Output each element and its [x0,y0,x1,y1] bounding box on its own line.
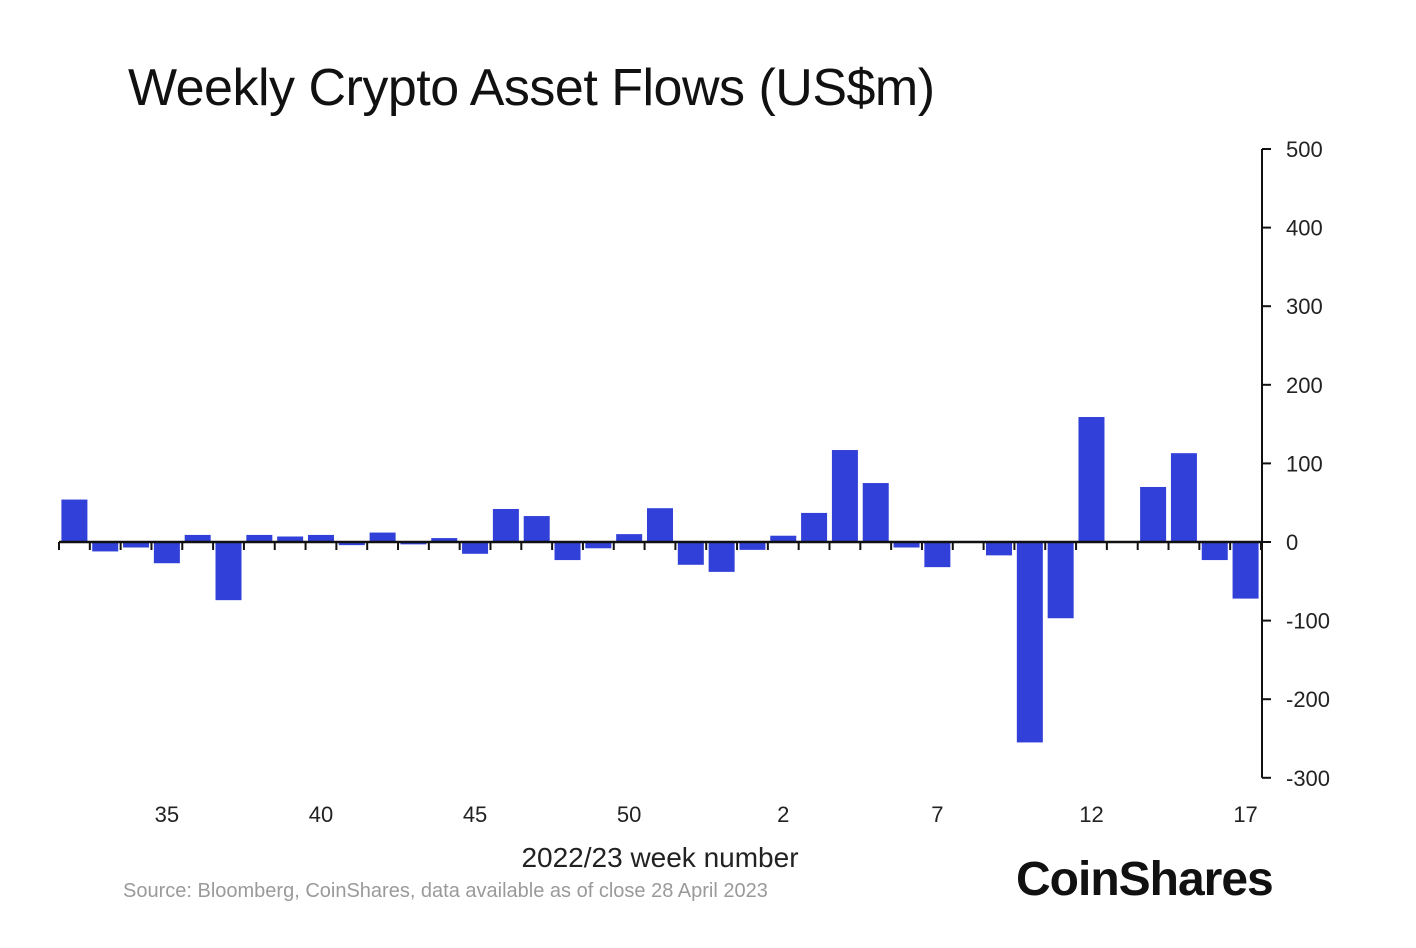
bar-47 [523,516,550,542]
bar-11 [1047,542,1074,619]
bar-51 [646,508,673,542]
bar-2 [770,535,797,542]
x-tick-label: 7 [931,802,943,827]
bar-15 [1170,453,1197,542]
x-tick-label: 45 [463,802,487,827]
bar-9 [986,542,1013,556]
bar-4 [831,450,858,542]
x-tick-label: 50 [617,802,641,827]
bar-39 [277,536,304,542]
y-tick-label: -300 [1286,766,1330,791]
x-tick-label: 40 [309,802,333,827]
y-tick-label: 100 [1286,451,1323,476]
bar-41 [338,542,365,546]
chart-title: Weekly Crypto Asset Flows (US$m) [128,59,935,117]
y-tick-label: 500 [1286,137,1323,162]
bar-48 [554,542,581,561]
bar-33 [92,542,119,552]
bar-34 [123,542,150,548]
bar-40 [307,534,334,542]
y-tick-label: -200 [1286,687,1330,712]
bar-45 [462,542,489,554]
y-tick-label: 400 [1286,216,1323,241]
y-tick-label: -100 [1286,609,1330,634]
bar-52 [677,542,704,565]
bar-42 [369,532,396,542]
x-axis-label: 2022/23 week number [521,842,799,873]
x-tick-label: 12 [1079,802,1103,827]
coinshares-logo: CoinShares [1016,853,1274,906]
bar-14 [1140,486,1167,542]
bar-12 [1078,417,1105,542]
bar-37 [215,542,242,601]
bar-49 [585,542,612,549]
x-tick-label: 2 [777,802,789,827]
bar-46 [492,508,519,542]
bar-10 [1016,542,1043,743]
bar-5 [862,483,889,542]
bar-7 [924,542,951,568]
bar-36 [184,534,211,542]
bar-6 [893,542,920,548]
y-tick-label: 300 [1286,294,1323,319]
bar-16 [1201,542,1228,561]
bar-17 [1232,542,1259,599]
bar-44 [431,538,458,542]
x-tick-label: 35 [155,802,179,827]
y-tick-label: 0 [1286,530,1298,555]
bar-50 [616,534,643,542]
source-note: Source: Bloomberg, CoinShares, data avai… [123,880,768,902]
bar-3 [801,512,828,542]
bar-38 [246,534,273,542]
y-tick-label: 200 [1286,373,1323,398]
bar-1 [739,542,766,550]
x-tick-label: 17 [1233,802,1257,827]
bar-53 [708,542,735,572]
bar-32 [61,499,88,542]
bar-35 [153,542,180,564]
